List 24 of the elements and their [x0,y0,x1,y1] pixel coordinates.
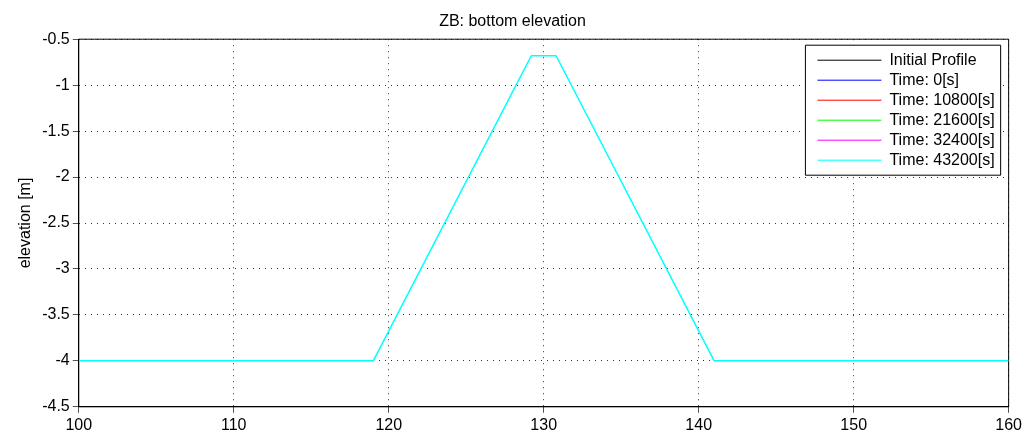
y-axis-title: elevation [m] [16,177,34,269]
x-tick-label: 110 [220,415,247,433]
legend-label: Time: 43200[s] [889,150,995,168]
y-tick-label: -2.5 [42,213,70,231]
y-tick-label: -3 [55,259,70,277]
x-tick-label: 120 [375,415,403,433]
y-tick-label: -3.5 [42,305,70,323]
y-tick-label: -2 [55,167,70,185]
legend-label: Time: 21600[s] [889,110,995,128]
x-tick-label: 150 [840,415,868,433]
legend-label: Time: 0[s] [889,70,960,88]
x-tick-label: 100 [65,415,93,433]
y-tick-label: -4 [55,351,70,369]
legend-label: Initial Profile [889,50,977,68]
chart-title: ZB: bottom elevation [439,12,586,30]
y-tick-label: -1.5 [42,121,70,139]
x-tick-label: 140 [685,415,713,433]
legend-label: Time: 10800[s] [889,90,995,108]
y-tick-label: -4.5 [42,397,70,415]
y-tick-label: -1 [55,75,70,93]
x-tick-label: 160 [995,415,1023,433]
x-tick-label: 130 [530,415,558,433]
y-tick-label: -0.5 [42,29,70,47]
legend-label: Time: 32400[s] [889,130,995,148]
